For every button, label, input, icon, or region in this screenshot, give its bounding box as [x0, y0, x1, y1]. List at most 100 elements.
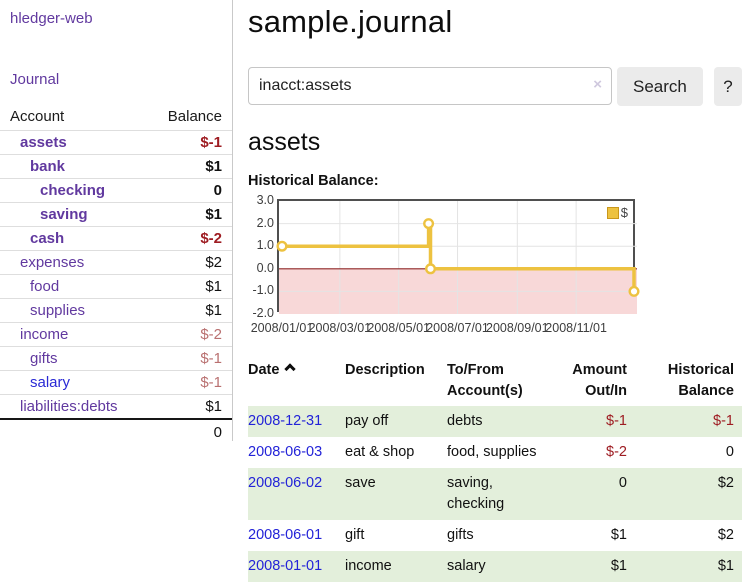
register-accounts: debts [447, 413, 483, 430]
account-link-food[interactable]: food [30, 278, 60, 295]
account-balance: $1 [205, 278, 222, 295]
x-axis-tick: 2008/05/01 [367, 321, 430, 335]
main-content: sample.journal × Search ? assets Histori… [248, 0, 742, 582]
register-accounts: food, supplies [447, 444, 537, 461]
account-link-checking[interactable]: checking [40, 182, 106, 199]
register-header-date[interactable]: Date [248, 356, 345, 406]
search-box: × [248, 67, 612, 106]
register-table: Date Description To/From Account(s) Amou… [248, 356, 742, 582]
register-description: eat & shop [345, 444, 415, 461]
account-balance: $-2 [200, 326, 222, 343]
account-row: checking 0 [0, 178, 232, 203]
register-header-date-label: Date [248, 362, 280, 378]
account-balance: $2 [205, 254, 222, 271]
register-date-link[interactable]: 2008-06-03 [248, 444, 323, 461]
register-accounts: salary [447, 558, 486, 575]
register-balance: 0 [725, 444, 734, 461]
y-axis-tick: 0.0 [256, 260, 274, 275]
account-row: liabilities:debts $1 [0, 394, 232, 420]
register-description: income [345, 558, 392, 575]
y-axis-tick: 1.0 [256, 238, 274, 253]
accounts-header-balance: Balance [167, 108, 222, 125]
search-form: × Search ? [248, 67, 742, 106]
sort-ascending-icon [284, 363, 297, 375]
x-axis-tick: 2008/07/01 [426, 321, 489, 335]
page-title: sample.journal [248, 4, 453, 39]
x-axis-tick: 2008/01/01 [250, 321, 314, 335]
chart-legend: $ [606, 205, 628, 220]
x-axis-tick: 2008/09/01 [486, 321, 549, 335]
legend-label: $ [620, 205, 628, 220]
register-amount: $-2 [606, 444, 627, 461]
account-balance: $1 [205, 158, 222, 175]
account-balance: $1 [205, 206, 222, 223]
account-link-expenses[interactable]: expenses [20, 254, 85, 271]
historical-balance-chart: $ 3.0 2.0 1.0 0.0 -1.0 -2.0 2008/01/01 2008/03… [248, 193, 742, 342]
accounts-header-account: Account [10, 108, 65, 125]
search-button[interactable]: Search [617, 67, 703, 106]
account-link-cash[interactable]: cash [30, 230, 65, 247]
register-accounts: gifts [447, 527, 474, 544]
register-balance: $2 [717, 527, 734, 544]
y-axis-tick: -2.0 [252, 306, 274, 320]
account-link-gifts[interactable]: gifts [30, 350, 58, 367]
account-link-salary[interactable]: salary [30, 374, 71, 391]
register-header-description[interactable]: Description [345, 362, 425, 378]
account-row: food $1 [0, 274, 232, 299]
account-row: gifts $-1 [0, 346, 232, 371]
account-row: bank $1 [0, 154, 232, 179]
account-link-saving[interactable]: saving [40, 206, 88, 223]
register-accounts: saving, checking [447, 475, 505, 513]
chart-svg [276, 201, 640, 314]
legend-swatch-icon [606, 206, 619, 219]
register-date-link[interactable]: 2008-06-02 [248, 475, 323, 492]
account-row: salary $-1 [0, 370, 232, 395]
account-row: saving $1 [0, 202, 232, 227]
account-link-bank[interactable]: bank [30, 158, 66, 175]
register-row: 2008-01-01 income salary $1 $1 [248, 551, 742, 582]
account-row: income $-2 [0, 322, 232, 347]
x-axis-tick: 2008/11/01 [545, 321, 607, 335]
register-amount: 0 [618, 475, 627, 492]
help-button[interactable]: ? [713, 67, 742, 106]
y-axis-tick: 2.0 [256, 215, 274, 230]
register-balance: $2 [717, 475, 734, 492]
account-link-supplies[interactable]: supplies [30, 302, 86, 319]
chart-title: Historical Balance: [248, 173, 379, 189]
search-input[interactable] [248, 67, 612, 105]
register-header-accounts[interactable]: To/From Account(s) [447, 362, 523, 400]
sidebar: hledger-web Journal Account Balance asse… [0, 0, 233, 441]
app-title-link[interactable]: hledger-web [10, 10, 93, 27]
register-date-link[interactable]: 2008-01-01 [248, 558, 323, 575]
sidebar-item-journal[interactable]: Journal [10, 71, 60, 88]
register-date-link[interactable]: 2008-12-31 [248, 413, 323, 430]
account-link-income[interactable]: income [20, 326, 69, 343]
register-row: 2008-12-31 pay off debts $-1 $-1 [248, 406, 742, 438]
register-balance: $1 [717, 558, 734, 575]
accounts-total-row: 0 [0, 419, 232, 445]
clear-search-icon[interactable]: × [593, 76, 602, 93]
account-balance: $-1 [200, 134, 222, 151]
account-balance: $1 [205, 302, 222, 319]
account-balance: $-2 [200, 230, 222, 247]
account-row: supplies $1 [0, 298, 232, 323]
account-balance: 0 [213, 182, 222, 199]
account-link-assets[interactable]: assets [20, 134, 67, 151]
accounts-total-value: 0 [213, 424, 222, 441]
y-axis-tick: 3.0 [256, 193, 274, 207]
account-link-liabilities-debts[interactable]: liabilities:debts [20, 398, 118, 415]
account-balance: $-1 [200, 350, 222, 367]
register-description: pay off [345, 413, 389, 430]
register-row: 2008-06-02 save saving, checking 0 $2 [248, 468, 742, 521]
register-header-amount[interactable]: Amount Out/In [572, 362, 627, 400]
register-description: gift [345, 527, 365, 544]
register-header-balance[interactable]: Historical Balance [667, 362, 734, 400]
chart-plot-area: $ [276, 199, 640, 314]
register-date-link[interactable]: 2008-06-01 [248, 527, 323, 544]
accounts-table: Account Balance assets $-1 bank $1 checking 0… [0, 104, 232, 445]
register-amount: $-1 [606, 413, 627, 430]
y-axis-tick: -1.0 [252, 283, 274, 298]
register-amount: $1 [610, 527, 627, 544]
account-balance: $1 [205, 398, 222, 415]
account-row: cash $-2 [0, 226, 232, 251]
